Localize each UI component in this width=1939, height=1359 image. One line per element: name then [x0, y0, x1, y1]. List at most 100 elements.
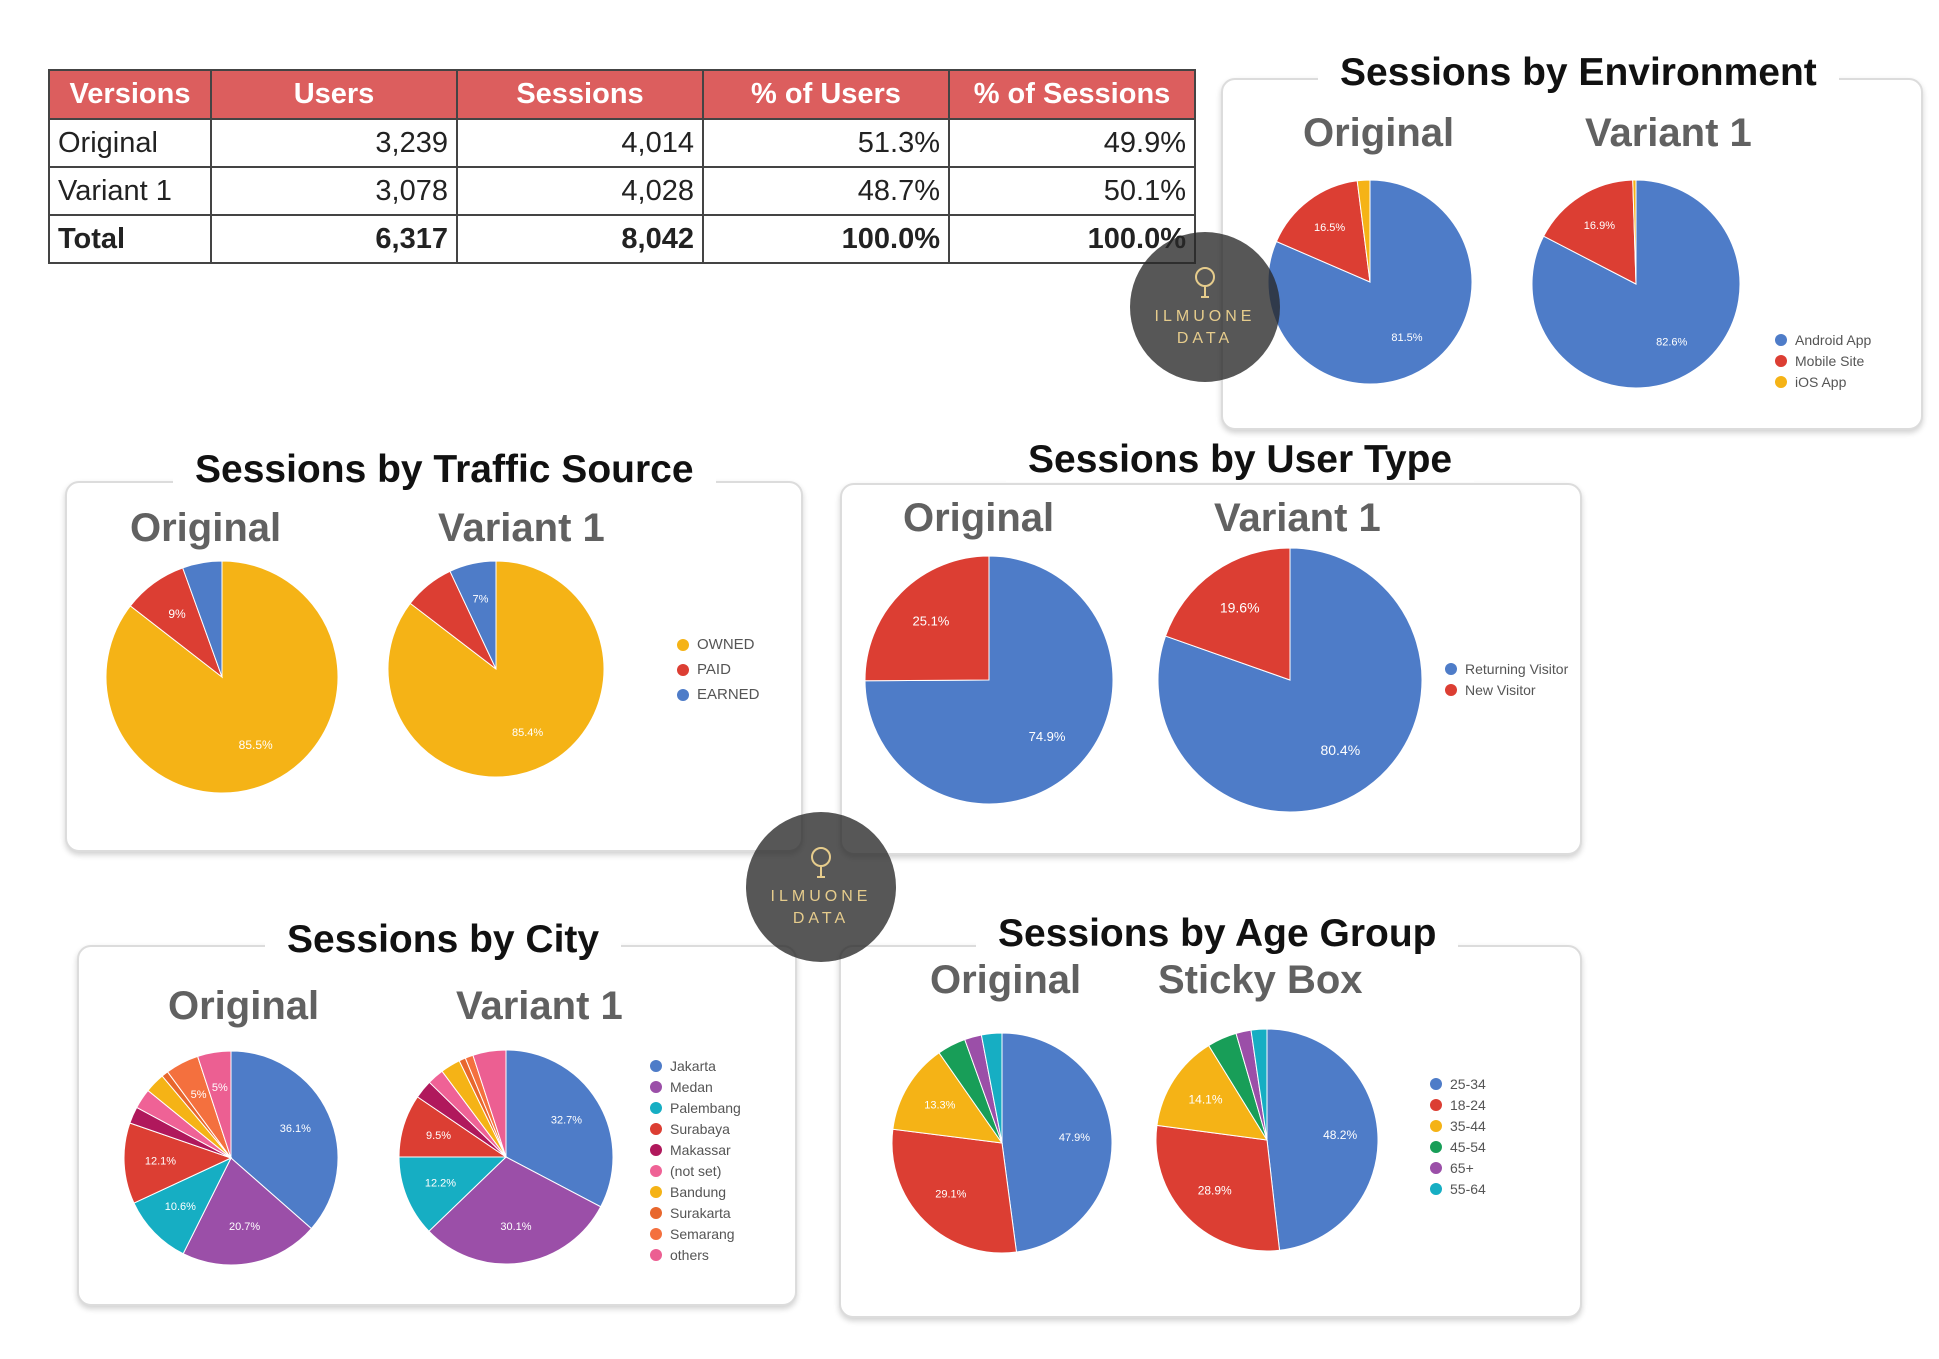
legend-item-bandung: Bandung: [650, 1181, 741, 1202]
pie-slice-android-app: [1531, 179, 1741, 389]
legend-label: Returning Visitor: [1465, 660, 1569, 677]
pie-data-label: 10.6%: [165, 1201, 196, 1213]
legend-label: Surakarta: [670, 1204, 731, 1221]
pie-data-label: 36.1%: [280, 1123, 311, 1135]
age-variant-pie: 48.2% 28.9% 14.1%: [1155, 1028, 1379, 1252]
legend-swatch: [677, 663, 689, 676]
legend-item-not-set: (not set): [650, 1160, 741, 1181]
legend-label: Medan: [670, 1078, 713, 1095]
watermark-text-line2: DATA: [1176, 330, 1234, 347]
pie-data-label: 82.6%: [1656, 337, 1687, 349]
traffic-title: Sessions by Traffic Source: [173, 448, 716, 492]
pie-data-label: 20.7%: [229, 1221, 260, 1233]
table-cell: 8,042: [456, 214, 704, 264]
pie-data-label: 7%: [472, 593, 488, 605]
legend-label: Android App: [1795, 331, 1872, 348]
table-header-row: Versions Users Sessions % of Users % of …: [48, 69, 1196, 120]
pie-data-label: 29.1%: [935, 1188, 966, 1200]
pie-slice-others: [196, 1050, 232, 1159]
legend-swatch: [650, 1206, 662, 1219]
lightbulb-icon: [1195, 267, 1215, 298]
table-cell: 3,239: [210, 118, 458, 168]
pie-slice-55-64: [1250, 1028, 1268, 1141]
legend-label: 65+: [1450, 1159, 1474, 1176]
column-header: % of Users: [702, 69, 950, 120]
age-original-pie: 47.9% 29.1% 13.3%: [891, 1032, 1113, 1254]
legend-swatch: [1430, 1161, 1442, 1174]
pie-data-label: 81.5%: [1391, 332, 1422, 344]
environment-variant-pie: 82.6% 16.9%: [1531, 179, 1741, 389]
pie-slice-mobile-site: [1275, 180, 1371, 283]
pie-data-label: 47.9%: [1059, 1132, 1090, 1144]
legend-swatch: [1430, 1119, 1442, 1132]
legend-swatch: [1430, 1182, 1442, 1195]
pie-data-label: 13.3%: [924, 1099, 955, 1111]
pie-slice-new-visitor: [864, 555, 990, 682]
pie-data-label: 85.4%: [512, 727, 543, 739]
age-title: Sessions by Age Group: [976, 912, 1459, 956]
pie-data-label: 19.6%: [1220, 600, 1260, 616]
table-cell: 51.3%: [702, 118, 950, 168]
legend-swatch: [650, 1164, 662, 1177]
legend-label: Bandung: [670, 1183, 727, 1200]
watermark-badge: ILMUONE DATA: [746, 812, 896, 962]
legend-label: Surabaya: [670, 1120, 730, 1137]
table-row: Variant 1 3,078 4,028 48.7% 50.1%: [48, 166, 1196, 216]
legend-label: others: [670, 1246, 709, 1263]
pie-slice-25-34: [1266, 1028, 1379, 1251]
pie-data-label: 25.1%: [913, 614, 950, 629]
lightbulb-icon: [811, 847, 831, 878]
table-row: Original 3,239 4,014 51.3% 49.9%: [48, 118, 1196, 168]
legend-label: Semarang: [670, 1225, 735, 1242]
pie-slice-medan: [182, 1157, 313, 1266]
pie-slice-earned: [449, 560, 497, 670]
watermark-badge: ILMUONE DATA: [1130, 232, 1280, 382]
pie-slice-18-24: [1155, 1124, 1281, 1252]
traffic-original-label: Original: [130, 506, 282, 550]
legend-swatch: [677, 638, 689, 651]
pie-slice-18-24: [891, 1128, 1018, 1254]
legend-item-surabaya: Surabaya: [650, 1118, 741, 1139]
legend-label: 25-34: [1450, 1075, 1486, 1092]
environment-original-label: Original: [1303, 111, 1455, 155]
column-header: Users: [210, 69, 458, 120]
legend-item-new-visitor: New Visitor: [1445, 679, 1568, 700]
column-header: Versions: [48, 69, 212, 120]
pie-data-label: 28.9%: [1198, 1183, 1232, 1197]
watermark-text-line1: ILMUONE: [1154, 308, 1256, 325]
legend-item-semarang: Semarang: [650, 1223, 741, 1244]
legend-label: Mobile Site: [1795, 352, 1865, 369]
pie-slice-new-visitor: [1164, 547, 1291, 681]
legend-item-returning-visitor: Returning Visitor: [1445, 658, 1568, 679]
legend-item-55-64: 55-64: [1430, 1178, 1486, 1199]
legend-item-45-54: 45-54: [1430, 1136, 1486, 1157]
legend-swatch: [1445, 683, 1457, 696]
age-original-label: Original: [930, 958, 1082, 1002]
legend-swatch: [650, 1080, 662, 1093]
table-cell: 3,078: [210, 166, 458, 216]
table-cell: 4,028: [456, 166, 704, 216]
usertype-variant-pie: 80.4% 19.6%: [1157, 547, 1423, 813]
age-variant-label: Sticky Box: [1158, 958, 1363, 1002]
legend-item-others: others: [650, 1244, 741, 1265]
environment-original-pie: 81.5% 16.5%: [1267, 179, 1473, 385]
pie-slice-mobile-site: [1542, 179, 1637, 285]
table-cell: Total: [48, 214, 212, 264]
legend-swatch: [650, 1059, 662, 1072]
legend-label: (not set): [670, 1162, 722, 1179]
legend-swatch: [1775, 375, 1787, 388]
legend-swatch: [1775, 333, 1787, 346]
legend-label: New Visitor: [1465, 681, 1536, 698]
pie-data-label: 32.7%: [551, 1114, 582, 1126]
legend-item-owned: OWNED: [677, 632, 760, 657]
column-header: Sessions: [456, 69, 704, 120]
legend-label: Makassar: [670, 1141, 731, 1158]
legend-swatch: [1430, 1077, 1442, 1090]
legend-swatch: [677, 688, 689, 701]
legend-item-medan: Medan: [650, 1076, 741, 1097]
legend-item-makassar: Makassar: [650, 1139, 741, 1160]
city-original-label: Original: [168, 984, 320, 1028]
usertype-title: Sessions by User Type: [1006, 438, 1475, 482]
pie-data-label: 5%: [191, 1089, 207, 1101]
legend-item-earned: EARNED: [677, 682, 760, 707]
